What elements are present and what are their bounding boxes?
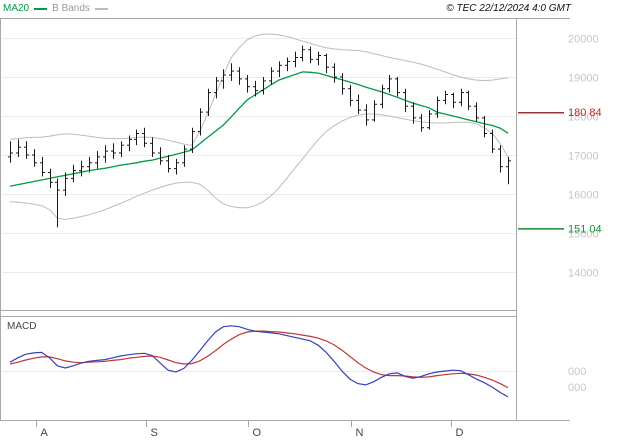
- macd-signal-line: [9, 330, 509, 389]
- month-label: O: [253, 427, 262, 439]
- month-label: D: [456, 427, 464, 439]
- macd-tick-label: 000: [568, 382, 586, 394]
- legend: MA20 B Bands: [3, 4, 108, 14]
- ohlc-bars: [8, 45, 511, 228]
- macd-tick-label: 000: [568, 366, 586, 378]
- bbands-legend-swatch: [94, 8, 108, 10]
- copyright-text: © TEC 22/12/2024 4:0 GMT: [446, 3, 571, 14]
- bollinger-upper-line: [9, 33, 509, 146]
- ma20-line: [9, 71, 509, 187]
- price-tick-label: 17000: [568, 151, 599, 163]
- month-label: N: [356, 427, 364, 439]
- bollinger-lower-line: [9, 113, 509, 220]
- macd-panel-label: MACD: [7, 321, 37, 332]
- resistance-level-label: 180 84: [568, 107, 602, 119]
- price-tick-label: 20000: [568, 34, 599, 46]
- price-axis-labels: 20000 19000 18000 17000 16000 15000 14000: [568, 34, 599, 280]
- price-gridlines: [2, 38, 516, 273]
- ma20-legend-swatch: [34, 8, 48, 10]
- price-tick-label: 15000: [568, 229, 599, 241]
- price-tick-label: 19000: [568, 73, 599, 85]
- month-label: S: [151, 427, 158, 439]
- price-tick-label: 18000: [568, 112, 599, 124]
- ma20-legend-label: MA20: [3, 3, 30, 14]
- month-label: A: [41, 427, 49, 439]
- macd-line: [9, 325, 509, 398]
- price-tick-label: 14000: [568, 268, 599, 280]
- price-tick-label: 16000: [568, 190, 599, 202]
- bbands-legend-label: B Bands: [52, 3, 90, 14]
- panel-borders: [0, 18, 570, 421]
- support-level-label: 151 04: [568, 223, 602, 235]
